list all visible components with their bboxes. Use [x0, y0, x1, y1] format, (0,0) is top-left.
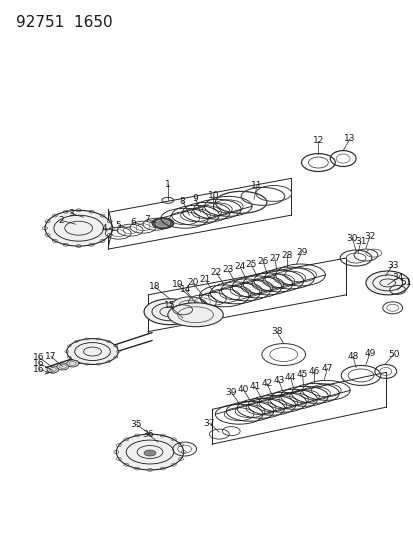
- Text: 43: 43: [273, 376, 284, 385]
- Text: 39: 39: [225, 388, 236, 397]
- Text: 26: 26: [256, 256, 268, 265]
- Text: 1: 1: [164, 180, 170, 189]
- Ellipse shape: [144, 299, 195, 325]
- Text: 19: 19: [171, 280, 183, 289]
- Ellipse shape: [365, 271, 408, 295]
- Text: 13: 13: [344, 134, 355, 143]
- Text: 33: 33: [386, 261, 397, 270]
- Text: 15: 15: [164, 301, 175, 310]
- Text: 92751  1650: 92751 1650: [16, 15, 113, 30]
- Text: 47: 47: [321, 364, 332, 373]
- Text: 41: 41: [249, 382, 260, 391]
- Text: 14: 14: [180, 285, 191, 294]
- Ellipse shape: [171, 297, 207, 315]
- Text: 48: 48: [347, 352, 358, 361]
- Text: 20: 20: [186, 278, 198, 287]
- Ellipse shape: [66, 360, 78, 367]
- Text: 16: 16: [33, 359, 45, 368]
- Text: 18: 18: [149, 282, 160, 292]
- Text: 23: 23: [222, 265, 233, 274]
- Text: 6: 6: [130, 218, 136, 227]
- Text: 45: 45: [296, 370, 308, 379]
- Text: 31: 31: [354, 237, 366, 246]
- Text: 16: 16: [33, 365, 45, 374]
- Text: 36: 36: [142, 430, 153, 439]
- Text: 22: 22: [210, 269, 221, 278]
- Text: 21: 21: [199, 276, 211, 285]
- Text: 30: 30: [346, 233, 357, 243]
- Ellipse shape: [45, 211, 112, 246]
- Text: 12: 12: [312, 136, 323, 145]
- Text: 49: 49: [363, 349, 375, 358]
- Ellipse shape: [156, 220, 169, 227]
- Text: 46: 46: [308, 367, 319, 376]
- Ellipse shape: [47, 366, 59, 373]
- Text: 5: 5: [115, 221, 121, 230]
- Text: 29: 29: [295, 247, 306, 256]
- Text: 34: 34: [391, 273, 402, 282]
- Text: 44: 44: [284, 373, 296, 382]
- Ellipse shape: [116, 434, 183, 470]
- Text: 38: 38: [271, 327, 282, 336]
- Ellipse shape: [57, 363, 69, 370]
- Text: 27: 27: [268, 254, 280, 263]
- Text: 50: 50: [387, 350, 399, 359]
- Text: 28: 28: [280, 251, 292, 260]
- Text: 24: 24: [234, 262, 245, 271]
- Text: 10: 10: [207, 191, 218, 200]
- Text: 25: 25: [245, 260, 256, 269]
- Text: 11: 11: [251, 181, 262, 190]
- Text: 17: 17: [45, 352, 57, 361]
- Text: 4: 4: [101, 224, 107, 233]
- Text: 32: 32: [363, 232, 375, 241]
- Text: 9: 9: [192, 194, 198, 203]
- Text: 8: 8: [179, 197, 185, 206]
- Ellipse shape: [144, 450, 156, 456]
- Text: 7: 7: [144, 215, 150, 224]
- Text: 16: 16: [33, 353, 45, 362]
- Ellipse shape: [167, 303, 223, 327]
- Text: 35: 35: [130, 419, 142, 429]
- Text: 3: 3: [68, 209, 74, 218]
- Text: 40: 40: [237, 385, 248, 394]
- Ellipse shape: [66, 338, 118, 365]
- Text: 51: 51: [399, 278, 411, 287]
- Text: 2: 2: [58, 216, 64, 225]
- Text: 37: 37: [203, 419, 215, 427]
- Ellipse shape: [152, 218, 173, 229]
- Text: 42: 42: [261, 379, 272, 388]
